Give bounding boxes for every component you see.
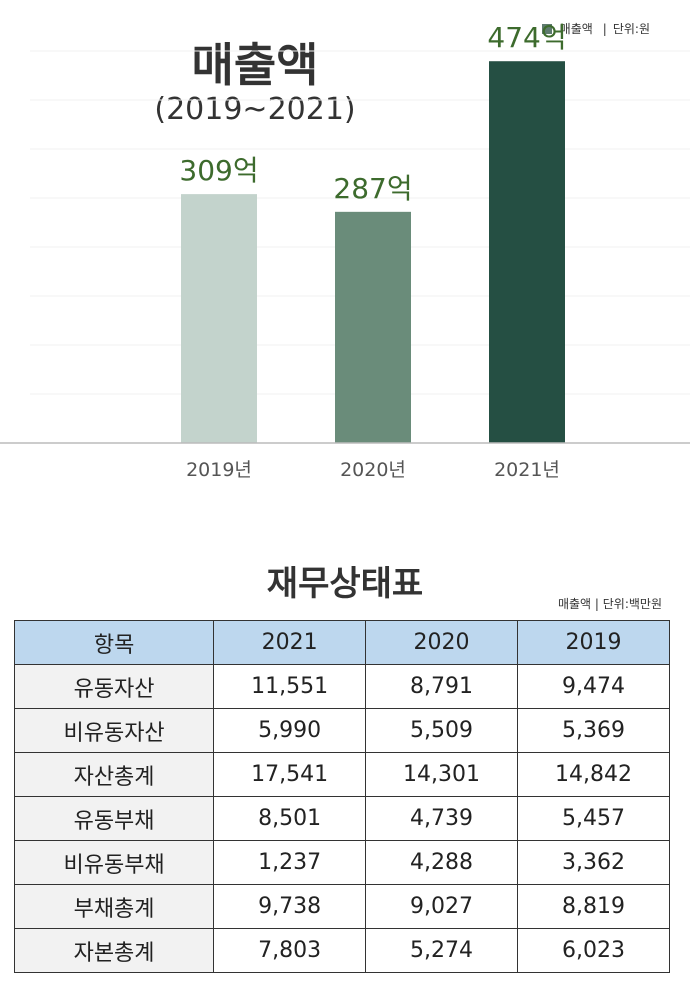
- legend-unit: 단위:원: [612, 22, 650, 36]
- row-label: 비유동부채: [13, 840, 215, 885]
- value-label: 287억: [333, 172, 412, 205]
- header-item: 항목: [13, 620, 215, 665]
- legend-separator: |: [602, 21, 607, 36]
- row-value: 5,457: [517, 796, 670, 841]
- row-value: 5,369: [517, 708, 670, 753]
- row-value: 9,474: [517, 664, 670, 709]
- row-value: 11,551: [213, 664, 367, 709]
- row-value: 9,738: [213, 884, 367, 929]
- row-label: 비유동자산: [13, 708, 215, 753]
- chart-subtitle: (2019~2021): [154, 92, 356, 127]
- row-value: 4,288: [365, 840, 519, 885]
- row-value: 17,541: [213, 752, 367, 797]
- row-value: 3,362: [517, 840, 670, 885]
- bar-2019년: [181, 194, 257, 443]
- table-row: 자산총계 17,541 14,301 14,842: [13, 752, 670, 797]
- legend-swatch: [541, 23, 552, 34]
- row-value: 6,023: [517, 928, 670, 973]
- row-value: 5,274: [365, 928, 519, 973]
- row-value: 14,842: [517, 752, 670, 797]
- table-row: 유동부채 8,501 4,739 5,457: [13, 796, 670, 841]
- table-row: 부채총계 9,738 9,027 8,819: [13, 884, 670, 929]
- value-label: 474억: [487, 21, 566, 54]
- table-header-row: 항목 2021 2020 2019: [13, 620, 670, 665]
- row-value: 1,237: [213, 840, 367, 885]
- table-title: 재무상태표: [266, 564, 424, 604]
- bars: [181, 61, 565, 444]
- header-2020: 2020: [365, 620, 519, 665]
- row-value: 9,027: [365, 884, 519, 929]
- row-value: 8,791: [365, 664, 519, 709]
- x-tick-labels: 2019년 2020년 2021년: [186, 459, 560, 481]
- row-value: 14,301: [365, 752, 519, 797]
- row-value: 8,819: [517, 884, 670, 929]
- table-row: 비유동자산 5,990 5,509 5,369: [13, 708, 670, 753]
- value-label: 309억: [179, 154, 258, 187]
- balance-sheet-table: 항목 2021 2020 2019 유동자산 11,551 8,791 9,474 비유…: [13, 620, 670, 973]
- bar-chart: 309억 287억 474억 2019년 2020년 2021년: [0, 21, 690, 481]
- chart-legend: 매출액 | 단위:원: [541, 20, 650, 37]
- x-tick-label: 2021년: [494, 459, 560, 481]
- row-label: 부채총계: [13, 884, 215, 929]
- row-label: 자본총계: [13, 928, 215, 973]
- bar-2021년: [489, 61, 565, 444]
- row-value: 7,803: [213, 928, 367, 973]
- bar-2020년: [335, 211, 411, 443]
- table-row: 유동자산 11,551 8,791 9,474: [13, 664, 670, 709]
- row-value: 5,509: [365, 708, 519, 753]
- row-value: 5,990: [213, 708, 367, 753]
- row-value: 8,501: [213, 796, 367, 841]
- table-row: 자본총계 7,803 5,274 6,023: [13, 928, 670, 973]
- header-2019: 2019: [517, 620, 670, 665]
- row-label: 유동자산: [13, 664, 215, 709]
- value-labels: 309억 287억 474억: [179, 21, 566, 205]
- legend-series-name: 매출액: [559, 22, 593, 36]
- chart-title: 매출액: [191, 38, 319, 92]
- row-label: 자산총계: [13, 752, 215, 797]
- x-tick-label: 2019년: [186, 459, 252, 481]
- row-value: 4,739: [365, 796, 519, 841]
- table-row: 비유동부채 1,237 4,288 3,362: [13, 840, 670, 885]
- row-label: 유동부채: [13, 796, 215, 841]
- x-tick-label: 2020년: [340, 459, 406, 481]
- header-2021: 2021: [213, 620, 367, 665]
- table-unit: 매출액 | 단위:백만원: [557, 597, 662, 611]
